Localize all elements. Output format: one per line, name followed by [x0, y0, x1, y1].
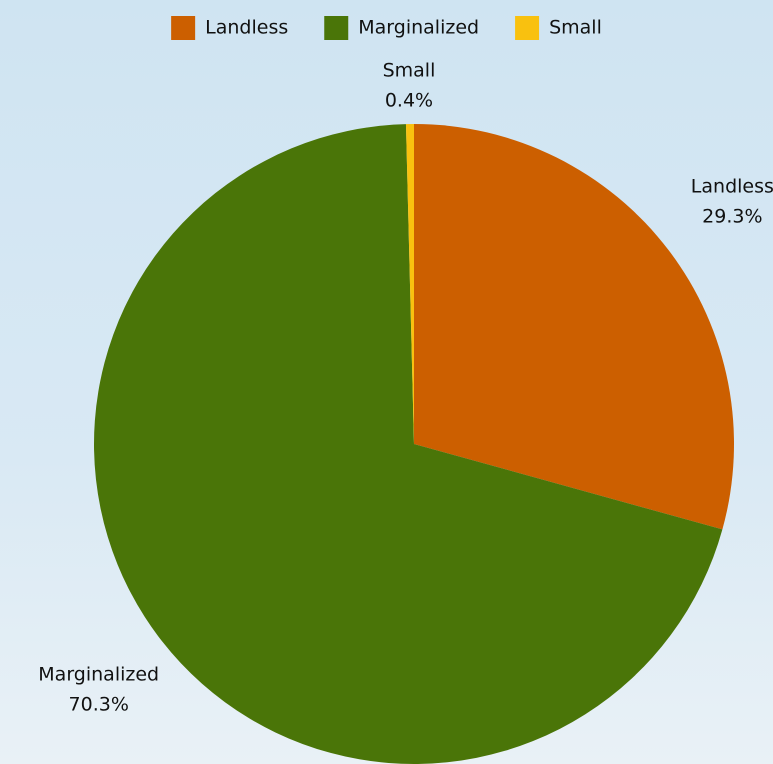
legend-swatch [324, 16, 348, 40]
legend-swatch [515, 16, 539, 40]
slice-category-label: Small [383, 60, 436, 82]
chart: Landless Marginalized Small Landless 29.3% M… [0, 0, 773, 764]
legend-label: Landless [205, 17, 288, 39]
slice-value-label: 0.4% [385, 90, 433, 112]
slice-value-label: 29.3% [702, 205, 762, 227]
legend-item[interactable]: Small [515, 16, 602, 40]
slice-category-label: Landless [691, 175, 773, 197]
legend-item[interactable]: Marginalized [324, 16, 479, 40]
legend-label: Small [549, 17, 602, 39]
legend: Landless Marginalized Small [171, 16, 602, 40]
legend-swatch [171, 16, 195, 40]
legend-item[interactable]: Landless [171, 16, 288, 40]
pie [94, 124, 734, 764]
legend-label: Marginalized [358, 17, 479, 39]
slice-value-label: 70.3% [69, 694, 129, 716]
slice-category-label: Marginalized [38, 664, 159, 686]
